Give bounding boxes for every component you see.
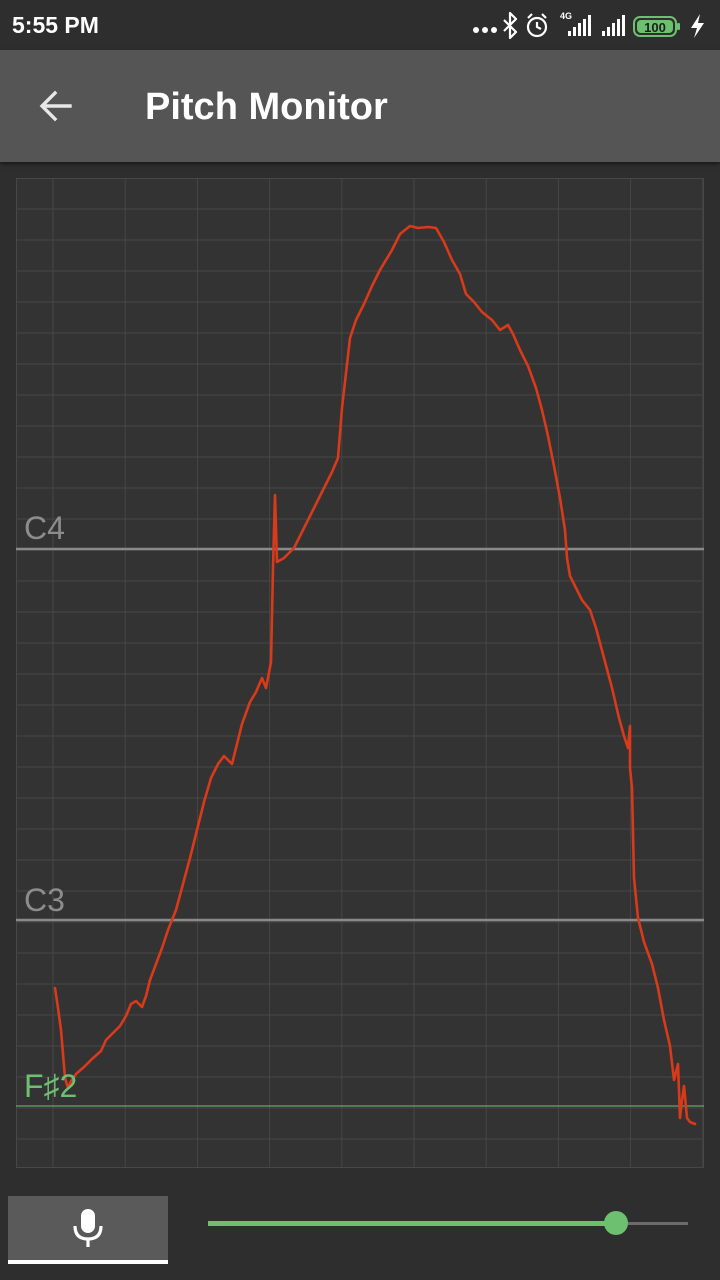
note-label-c4: C4 xyxy=(24,510,65,546)
alarm-icon xyxy=(526,13,548,38)
microphone-icon xyxy=(73,1209,103,1247)
charging-icon xyxy=(691,14,704,38)
status-bar: 5:55 PM 4G 100 xyxy=(0,0,720,50)
status-icons: 4G 100 xyxy=(473,11,704,40)
pitch-trace xyxy=(53,224,697,1126)
pitch-graph-canvas xyxy=(16,178,704,1168)
more-dots-icon xyxy=(473,27,497,33)
app-bar: Pitch Monitor xyxy=(0,50,720,162)
graph-border xyxy=(16,178,704,1168)
bottom-controls xyxy=(0,1180,720,1280)
slider-thumb[interactable] xyxy=(604,1211,628,1235)
note-label-current: F♯2 xyxy=(24,1068,78,1104)
back-button[interactable] xyxy=(20,74,92,138)
note-label-c3: C3 xyxy=(24,882,65,918)
grid-horizontal-lines xyxy=(16,208,704,1140)
signal-icon xyxy=(602,15,625,36)
battery-icon: 100 xyxy=(633,16,680,37)
mic-button[interactable] xyxy=(8,1196,168,1264)
sensitivity-slider[interactable] xyxy=(208,1210,688,1236)
bluetooth-icon xyxy=(503,11,518,40)
battery-level: 100 xyxy=(644,20,666,35)
network-type: 4G xyxy=(560,11,572,21)
grid-vertical-lines xyxy=(52,178,704,1168)
status-time: 5:55 PM xyxy=(12,12,99,38)
pitch-graph[interactable]: C4 C3 F♯2 xyxy=(16,178,704,1168)
signal-4g-icon xyxy=(568,15,591,36)
graph-background xyxy=(16,178,704,1168)
page-title: Pitch Monitor xyxy=(145,86,388,128)
slider-fill xyxy=(208,1221,616,1226)
arrow-left-icon xyxy=(39,90,72,122)
